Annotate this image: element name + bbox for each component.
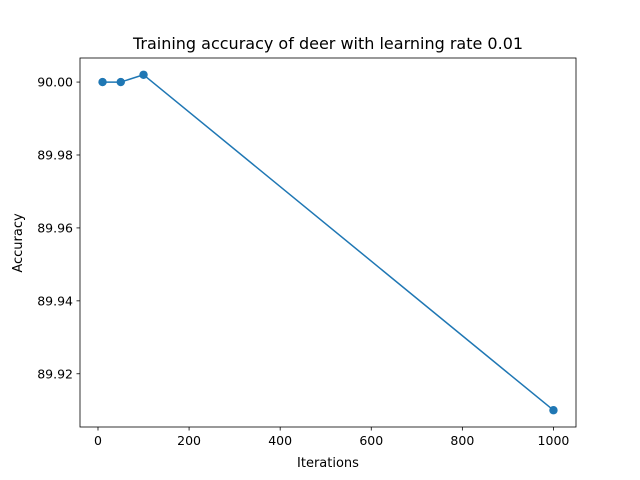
data-point	[98, 77, 107, 87]
chart-title: Training accuracy of deer with learning …	[132, 34, 523, 53]
x-tick-label: 200	[177, 433, 201, 448]
x-tick-label: 1000	[538, 433, 570, 448]
y-tick-label: 89.92	[37, 366, 73, 381]
y-tick-label: 89.98	[37, 147, 73, 162]
data-point	[139, 70, 148, 79]
data-point	[116, 77, 125, 87]
y-tick-label: 89.94	[37, 293, 73, 308]
data-point	[549, 406, 558, 415]
x-tick-label: 800	[450, 433, 474, 448]
axes-frame	[79, 57, 577, 428]
x-tick-label: 600	[359, 433, 383, 448]
y-tick-label: 89.96	[37, 220, 73, 235]
x-axis-label: Iterations	[297, 456, 359, 471]
y-axis: 89.92 89.94 89.96 89.98 90.00	[37, 75, 80, 381]
x-axis: 0 200 400 600 800 1000	[94, 427, 569, 448]
plot-area	[98, 70, 558, 415]
x-tick-label: 400	[268, 433, 292, 448]
x-tick-label: 0	[94, 433, 102, 448]
series-line	[102, 74, 554, 411]
y-tick-label: 90.00	[37, 75, 73, 90]
y-axis-label: Accuracy	[11, 213, 26, 273]
